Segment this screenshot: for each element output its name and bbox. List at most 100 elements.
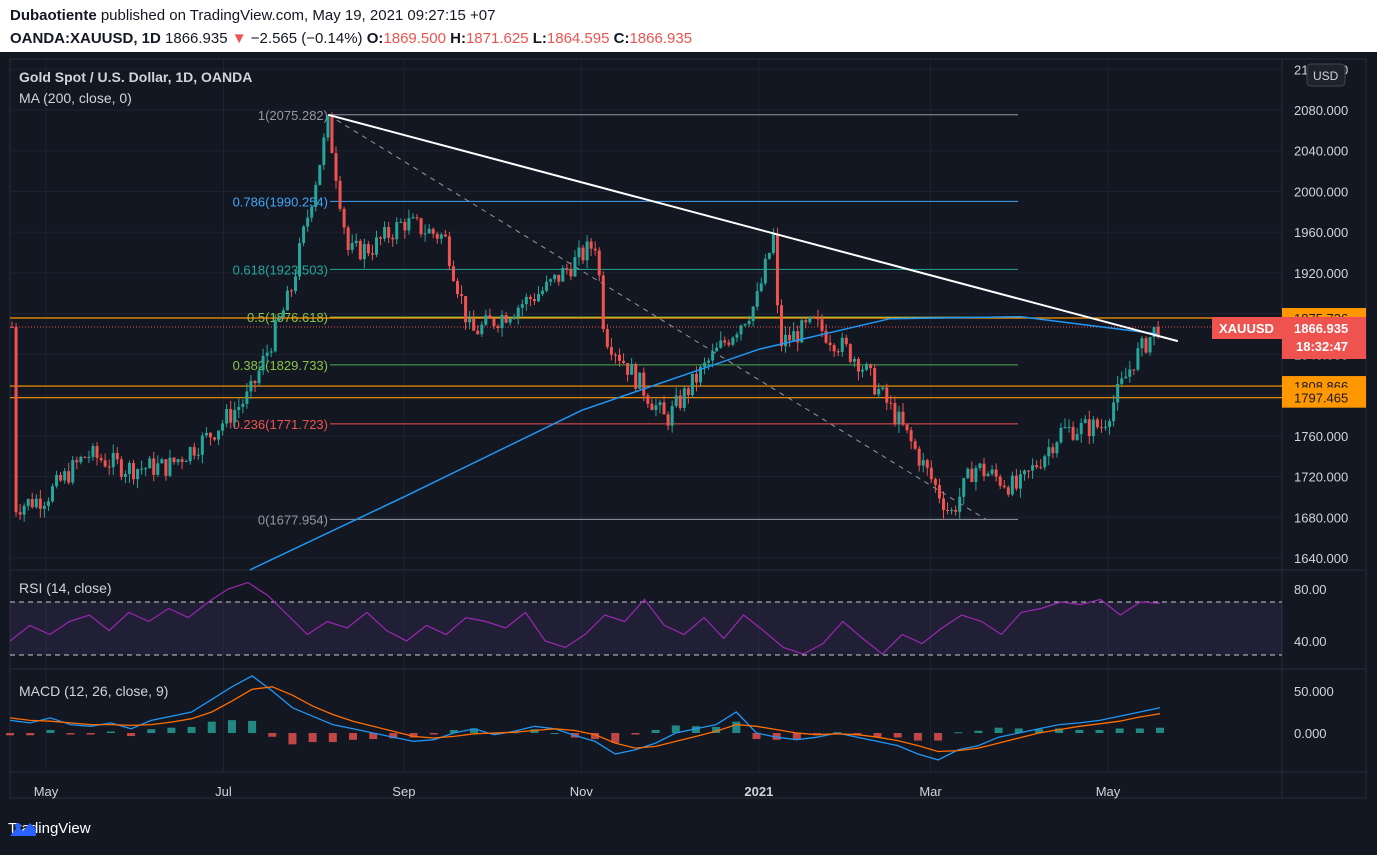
candle-body: [889, 402, 893, 404]
candle-body: [245, 391, 249, 404]
candle-body: [362, 244, 366, 260]
candle-body: [553, 274, 557, 280]
candle-body: [1018, 474, 1022, 489]
macd-histogram-bar: [1055, 728, 1064, 733]
grid-lines: [10, 59, 1282, 772]
tradingview-logo[interactable]: TradingView: [8, 820, 91, 837]
horizontal-levels[interactable]: [10, 317, 1282, 399]
trendline[interactable]: [327, 113, 1179, 343]
candle-body: [172, 457, 176, 463]
candle-body: [703, 362, 707, 367]
price-chart-svg[interactable]: 1(2075.282) 0.786(1990.254) 0.618(1923.503…: [0, 52, 1377, 855]
macd-histogram-bar: [671, 725, 680, 733]
candle-body: [856, 358, 860, 372]
candle-body: [22, 505, 26, 515]
candle-body: [788, 334, 792, 341]
high-value: 1871.625: [465, 30, 529, 47]
fib-diagonal: [327, 114, 987, 520]
published-text: published on TradingView.com, May 19, 20…: [100, 7, 496, 24]
candle-body: [832, 345, 836, 352]
candle-body: [1075, 434, 1079, 440]
candle-body: [217, 430, 221, 440]
candle-body: [249, 380, 253, 392]
candle-body: [269, 351, 273, 353]
candle-body: [909, 430, 913, 442]
candle-body: [14, 327, 18, 513]
candle-body: [180, 459, 184, 462]
macd-histogram-bar: [369, 733, 378, 740]
macd-histogram-bar: [712, 726, 721, 733]
macd-histogram-bar: [26, 733, 35, 736]
candle-body: [877, 389, 881, 395]
candle-body: [492, 318, 496, 327]
macd-histogram-bar: [913, 733, 922, 741]
candle-body: [844, 337, 848, 345]
publisher-name[interactable]: Dubaotiente: [10, 7, 97, 24]
macd-histogram-bar: [1156, 727, 1164, 733]
candle-body: [196, 454, 200, 456]
macd-histogram-bar: [288, 733, 297, 745]
candle-body: [865, 364, 869, 370]
macd-histogram-bar: [207, 721, 216, 733]
candle-body: [423, 233, 427, 235]
fibonacci-levels[interactable]: 1(2075.282) 0.786(1990.254) 0.618(1923.503…: [233, 108, 1018, 528]
candle-body: [796, 331, 800, 343]
fib-label: 0.786(1990.254): [233, 194, 328, 209]
time-tick-label: May: [34, 784, 59, 799]
ma-legend[interactable]: MA (200, close, 0): [19, 90, 132, 106]
macd-histogram-bar: [1095, 729, 1104, 733]
candle-body: [443, 234, 447, 237]
candle-body: [18, 512, 22, 515]
candle-body: [67, 471, 71, 483]
macd-histogram-bar: [1135, 728, 1144, 733]
macd-axis-ticks: 50.000 0.000: [1294, 684, 1334, 741]
candle-body: [638, 372, 642, 389]
macd-histogram-bar: [591, 733, 600, 740]
candle-body: [1023, 470, 1026, 475]
price-tick-label: 2040.000: [1294, 144, 1348, 159]
price-tag-value: 1866.935: [1294, 321, 1348, 336]
candle-body: [913, 441, 917, 449]
price-tick-label: 1640.000: [1294, 551, 1348, 566]
candle-body: [350, 243, 354, 250]
candle-body: [1014, 475, 1018, 489]
symbol-tag-bg: [1212, 317, 1282, 339]
candle-body: [1043, 456, 1047, 468]
candle-body: [962, 478, 966, 497]
candle-body: [229, 409, 233, 423]
candle-body: [188, 447, 192, 462]
candle-body: [111, 452, 115, 468]
time-tick-label: Nov: [570, 784, 594, 799]
candle-body: [63, 471, 67, 481]
candle-body: [674, 395, 678, 406]
fib-label: 0(1677.954): [258, 512, 328, 527]
currency-button[interactable]: [1306, 63, 1346, 87]
candle-body: [954, 510, 958, 512]
candle-body: [476, 330, 480, 335]
candle-body: [986, 473, 990, 477]
macd-histogram-bar: [752, 733, 761, 740]
candle-body: [59, 474, 63, 481]
rsi-legend[interactable]: RSI (14, close): [19, 580, 112, 596]
open-label: O:: [366, 30, 384, 47]
candle-body: [699, 366, 702, 383]
candle-body: [403, 221, 407, 231]
candle-body: [577, 247, 581, 258]
candle-body: [1055, 442, 1059, 454]
candle-body: [711, 351, 715, 361]
candle-body: [1006, 487, 1010, 495]
symbol-name: OANDA:XAUUSD, 1D: [10, 30, 161, 47]
candle-body: [42, 505, 46, 509]
candle-body: [524, 296, 528, 305]
chart-area[interactable]: 1(2075.282) 0.786(1990.254) 0.618(1923.503…: [0, 52, 1377, 855]
candles: [10, 112, 1160, 522]
macd-legend[interactable]: MACD (12, 26, close, 9): [19, 683, 168, 699]
candle-body: [848, 344, 852, 362]
macd-histogram-bar: [772, 733, 781, 740]
candle-body: [1099, 427, 1103, 429]
candle-body: [75, 460, 79, 463]
candle-body: [107, 466, 111, 468]
candle-body: [966, 468, 970, 479]
candle-body: [662, 402, 666, 415]
candle-body: [468, 318, 472, 323]
